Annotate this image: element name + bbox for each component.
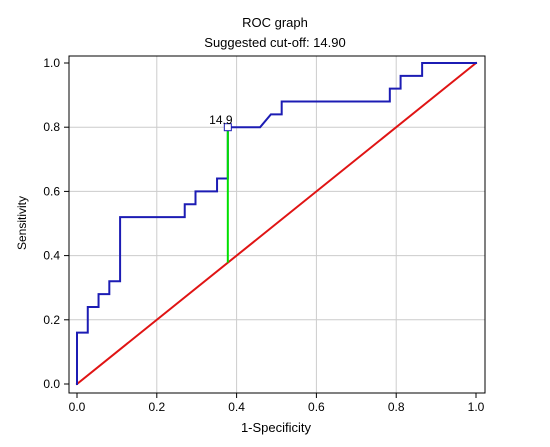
y-tick-label: 0.8: [43, 120, 60, 134]
x-tick-label: 0.0: [69, 400, 86, 414]
plot-border: [68, 55, 486, 394]
plot-area: 0.0 0.2 0.4 0.6 0.8 1.0 0.0 0.2 0.4 0.6 0.8 1.0 14.9: [43, 55, 486, 414]
chart-subtitle: Suggested cut-off: 14.90: [204, 35, 345, 50]
x-tick-label: 0.4: [228, 400, 245, 414]
cutoff-label: 14.9: [209, 113, 233, 127]
x-axis-label: 1-Specificity: [241, 420, 312, 435]
y-tick-label: 1.0: [43, 56, 60, 70]
y-axis-label: Sensitivity: [15, 196, 29, 250]
y-tick-label: 0.6: [43, 184, 60, 198]
x-tick-label: 1.0: [468, 400, 485, 414]
x-tick-label: 0.6: [308, 400, 325, 414]
chart-title: ROC graph: [242, 15, 308, 30]
y-tick-label: 0.4: [43, 249, 60, 263]
cutoff-marker: [223, 123, 232, 132]
x-tick-label: 0.8: [388, 400, 405, 414]
y-tick-label: 0.2: [43, 313, 60, 327]
roc-curve-line: [76, 62, 477, 385]
reference-diagonal-line: [75, 61, 478, 386]
x-tick-label: 0.2: [148, 400, 165, 414]
y-tick-label: 0.0: [43, 377, 60, 391]
